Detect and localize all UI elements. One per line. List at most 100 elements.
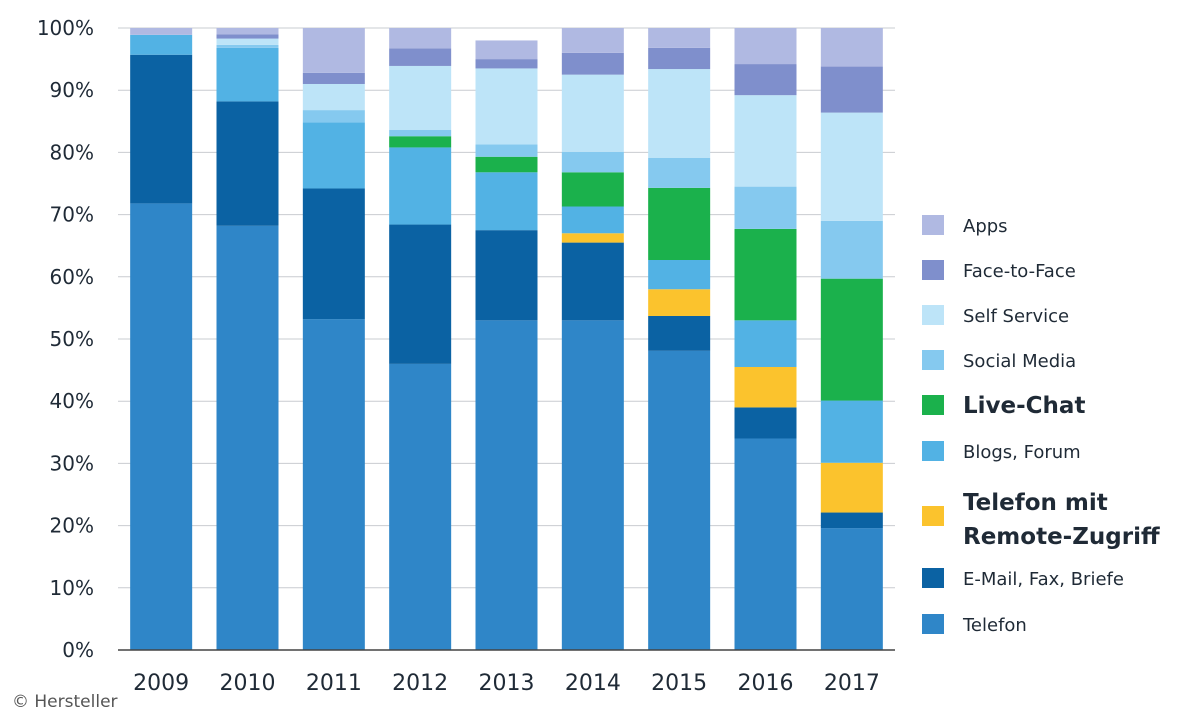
bar-segment [475,156,538,173]
legend-label: Live-Chat [963,393,1085,419]
bar-segment [820,28,883,67]
y-tick-label: 70% [50,203,94,227]
bar-segment [302,72,365,84]
legend-swatch [922,305,944,325]
bar-segment [302,319,365,650]
legend-label: Telefon [962,615,1027,636]
x-tick-label: 2009 [133,671,189,696]
y-tick-label: 20% [50,514,94,538]
bar-segment [648,289,711,316]
bar-segment [561,74,624,152]
bar-segment [302,188,365,320]
y-tick-label: 10% [50,576,94,600]
bar-segment [302,110,365,123]
bar-segment [648,157,711,188]
bar-segment [734,95,797,187]
y-tick-label: 40% [50,389,94,413]
y-tick-label: 90% [50,78,94,102]
x-tick-label: 2011 [306,671,362,696]
x-tick-label: 2015 [651,671,707,696]
legend-label: Apps [963,216,1008,237]
bar-segment [820,112,883,221]
bar-segment [302,83,365,111]
bar-segment [561,151,624,173]
x-tick-label: 2012 [392,671,448,696]
bar-segment [389,65,452,131]
bar-segment [130,203,193,651]
bar-segment [648,28,711,48]
bar-segment [475,172,538,231]
legend-label: Blogs, Forum [963,442,1081,463]
legend-label: Self Service [963,306,1069,327]
bar-segment [475,68,538,145]
bar-segment [648,350,711,650]
y-tick-label: 0% [62,638,94,662]
bar-segment [130,34,193,55]
bar-segment [475,144,538,157]
bar-segment [820,220,883,279]
bar-segment [734,407,797,439]
bar-segment [389,28,452,49]
legend: Apps Face-to-Face Self Service Social Media… [922,215,1160,636]
bar-segment [820,278,883,401]
bar-segment [648,47,711,70]
bar-segment [561,233,624,243]
bar-segment [302,122,365,189]
legend-swatch [922,506,944,526]
credit-text: © Hersteller [12,692,118,712]
bar-segment [130,54,193,204]
x-tick-label: 2016 [738,671,794,696]
bar-segment [389,48,452,66]
x-tick-label: 2013 [479,671,535,696]
bar-segment [561,172,624,207]
bar-segment [648,260,711,290]
bar-segment [820,528,883,650]
legend-swatch [922,568,944,588]
legend-swatch [922,350,944,370]
bar-segment [475,40,538,60]
bar-segment [561,28,624,53]
bar-segment [734,366,797,408]
bar-segment [389,224,452,364]
bar-segment [389,363,452,650]
bar-segment [734,228,797,321]
bar-segment [734,320,797,367]
bar-segment [648,315,711,351]
legend-swatch [922,215,944,235]
y-tick-label: 50% [50,327,94,351]
bar-segment [216,225,279,650]
bar-segment [820,512,883,529]
bar-segment [734,28,797,65]
bar-segment [216,38,279,45]
bar-segment [475,59,538,69]
y-tick-label: 60% [50,265,94,289]
legend-label: Social Media [963,351,1076,372]
bar-segment [216,101,279,226]
y-tick-label: 80% [50,140,94,164]
bar-segment [130,28,193,35]
bar-segment [734,64,797,96]
bar-segment [734,438,797,650]
x-tick-label: 2014 [565,671,621,696]
bar-segment [475,230,538,321]
bar-segment [561,320,624,650]
x-tick-label: 2010 [220,671,276,696]
bar-segment [389,147,452,225]
bar-segment [302,28,365,73]
legend-swatch [922,395,944,415]
bar-segment [820,462,883,513]
bar-segment [216,28,279,35]
bar-segment [475,320,538,650]
bar-segment [561,206,624,234]
bar-segment [820,400,883,463]
bar-segment [648,187,711,261]
y-tick-label: 100% [37,16,94,40]
legend-swatch [922,260,944,280]
legend-label: Face-to-Face [963,261,1076,282]
bars [130,28,883,651]
y-tick-label: 30% [50,451,94,475]
bar-segment [216,44,279,48]
legend-swatch [922,441,944,461]
